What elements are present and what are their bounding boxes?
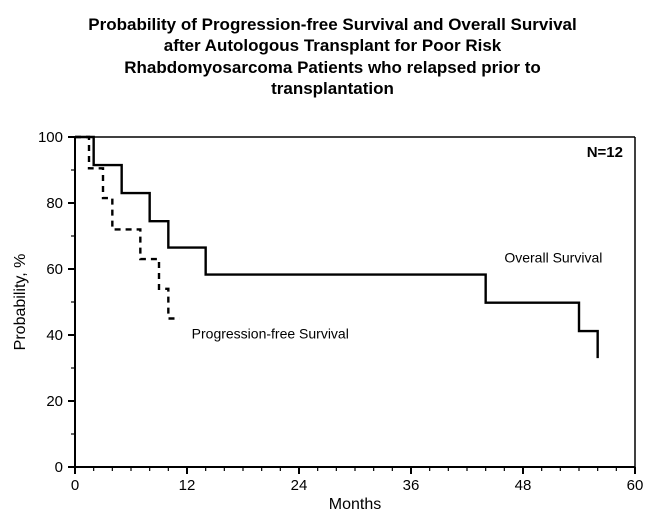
y-tick-label: 100 <box>38 129 63 146</box>
n-label: N=12 <box>587 144 623 161</box>
x-tick-label: 0 <box>71 477 79 494</box>
series-label: Overall Survival <box>504 249 602 265</box>
y-tick-label: 40 <box>46 327 63 344</box>
y-tick-label: 20 <box>46 393 63 410</box>
series-label: Progression-free Survival <box>192 325 349 341</box>
series-progression-free-survival <box>75 137 180 319</box>
chart-title: Probability of Progression-free Survival… <box>0 14 665 99</box>
x-tick-label: 24 <box>291 477 308 494</box>
y-tick-label: 60 <box>46 261 63 278</box>
y-tick-label: 0 <box>55 459 63 476</box>
y-axis-label: Probability, % <box>12 254 29 351</box>
x-tick-label: 60 <box>627 477 644 494</box>
x-axis-label: Months <box>329 496 381 513</box>
x-tick-label: 12 <box>179 477 196 494</box>
x-tick-label: 48 <box>515 477 532 494</box>
x-tick-label: 36 <box>403 477 420 494</box>
y-tick-label: 80 <box>46 195 63 212</box>
chart-container: Probability of Progression-free Survival… <box>0 0 665 530</box>
